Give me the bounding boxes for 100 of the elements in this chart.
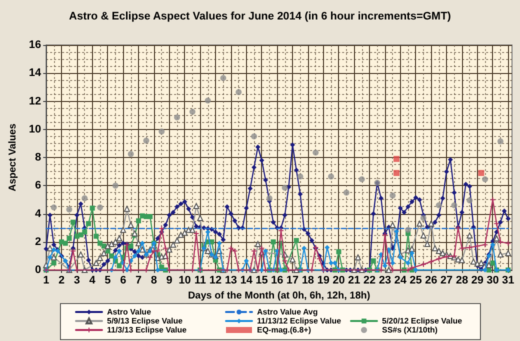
- point: [297, 173, 304, 180]
- x-tick-label: 30: [486, 274, 499, 286]
- point: [498, 239, 503, 244]
- x-tick-label: 22: [363, 274, 376, 286]
- y-tick-label: 12: [28, 95, 42, 108]
- point: [482, 268, 488, 272]
- y-tick-label: 8: [35, 152, 42, 164]
- point: [148, 214, 153, 220]
- point: [90, 206, 95, 211]
- point: [324, 245, 330, 250]
- point: [459, 246, 464, 251]
- y-tick-label: 6: [35, 180, 42, 192]
- point: [282, 258, 288, 264]
- point: [232, 248, 238, 254]
- legend-label: SS#s (X1/10th): [382, 326, 438, 334]
- point: [216, 240, 222, 246]
- point: [244, 258, 249, 264]
- x-tick-label: 27: [440, 274, 453, 286]
- point: [51, 247, 56, 252]
- y-tick-label: 2: [35, 236, 42, 248]
- x-tick-label: 12: [209, 274, 222, 286]
- point: [155, 268, 160, 272]
- x-tick-label: 24: [394, 274, 408, 286]
- x-tick-label: 21: [348, 274, 360, 286]
- legend-label: EQ-mag.(6.8+): [257, 326, 312, 334]
- point: [420, 214, 426, 221]
- point: [393, 170, 400, 176]
- point: [316, 256, 322, 262]
- point: [94, 234, 99, 239]
- point: [128, 244, 134, 249]
- legend-label: Astro Value Avg: [257, 308, 318, 316]
- point: [497, 138, 504, 144]
- point: [405, 226, 412, 233]
- point: [50, 204, 57, 210]
- x-tick-label: 23: [378, 274, 392, 286]
- point: [386, 260, 392, 266]
- point: [312, 150, 319, 156]
- point: [116, 248, 122, 254]
- point: [358, 176, 365, 182]
- point: [382, 263, 388, 268]
- x-tick-label: 9: [166, 274, 172, 286]
- point: [66, 236, 72, 241]
- x-tick-label: 26: [425, 274, 438, 286]
- point: [420, 262, 426, 267]
- y-tick-label: 4: [35, 208, 42, 220]
- point: [128, 150, 134, 157]
- point: [158, 128, 165, 134]
- x-tick-label: 16: [271, 274, 284, 286]
- point: [97, 204, 104, 210]
- point: [70, 220, 76, 225]
- x-tick-label: 20: [332, 274, 345, 286]
- point: [451, 202, 458, 208]
- point: [478, 170, 484, 176]
- point: [409, 265, 414, 270]
- legend-label: 11/13/12 Eclipse Value: [257, 316, 342, 326]
- point: [132, 253, 138, 258]
- point: [98, 240, 103, 246]
- point: [66, 206, 72, 213]
- point: [482, 242, 488, 248]
- x-tick-label: 29: [471, 274, 484, 286]
- x-tick-label: 28: [456, 274, 468, 286]
- x-tick-label: 11: [194, 274, 206, 286]
- point: [51, 260, 56, 266]
- legend-label: 11/3/13 Eclipse Value: [107, 326, 188, 334]
- chart-title: Astro & Eclipse Aspect Values for June 2014 (in 6 hour increments=GMT): [69, 10, 452, 22]
- point: [143, 138, 150, 144]
- point: [436, 202, 442, 208]
- x-tick-label: 13: [224, 274, 238, 286]
- point: [251, 133, 258, 140]
- x-tick-label: 19: [317, 274, 330, 286]
- y-axis-title: Aspect Values: [8, 123, 18, 192]
- point: [409, 250, 414, 256]
- point: [136, 218, 142, 224]
- point: [494, 221, 500, 226]
- point: [236, 89, 242, 96]
- x-tick-label: 10: [178, 274, 191, 286]
- point: [174, 114, 180, 120]
- point: [220, 75, 226, 82]
- point: [112, 254, 118, 260]
- point: [204, 98, 211, 104]
- x-tick-label: 25: [410, 274, 422, 286]
- point: [136, 248, 142, 254]
- point: [428, 259, 434, 264]
- point: [444, 254, 450, 260]
- point: [86, 221, 91, 226]
- legend-label: 5/9/13 Eclipse Value: [107, 316, 184, 326]
- x-tick-label: 5: [104, 274, 111, 286]
- point: [116, 263, 122, 268]
- point: [159, 264, 164, 270]
- y-tick-label: 10: [28, 123, 42, 136]
- point: [393, 156, 400, 162]
- x-tick-label: 15: [256, 274, 268, 286]
- point: [436, 256, 442, 262]
- point: [62, 240, 68, 246]
- point: [47, 254, 52, 260]
- x-tick-label: 14: [240, 274, 254, 286]
- point: [394, 228, 399, 234]
- x-tick-label: 3: [74, 274, 80, 286]
- point: [506, 240, 511, 246]
- x-tick-label: 18: [302, 274, 314, 286]
